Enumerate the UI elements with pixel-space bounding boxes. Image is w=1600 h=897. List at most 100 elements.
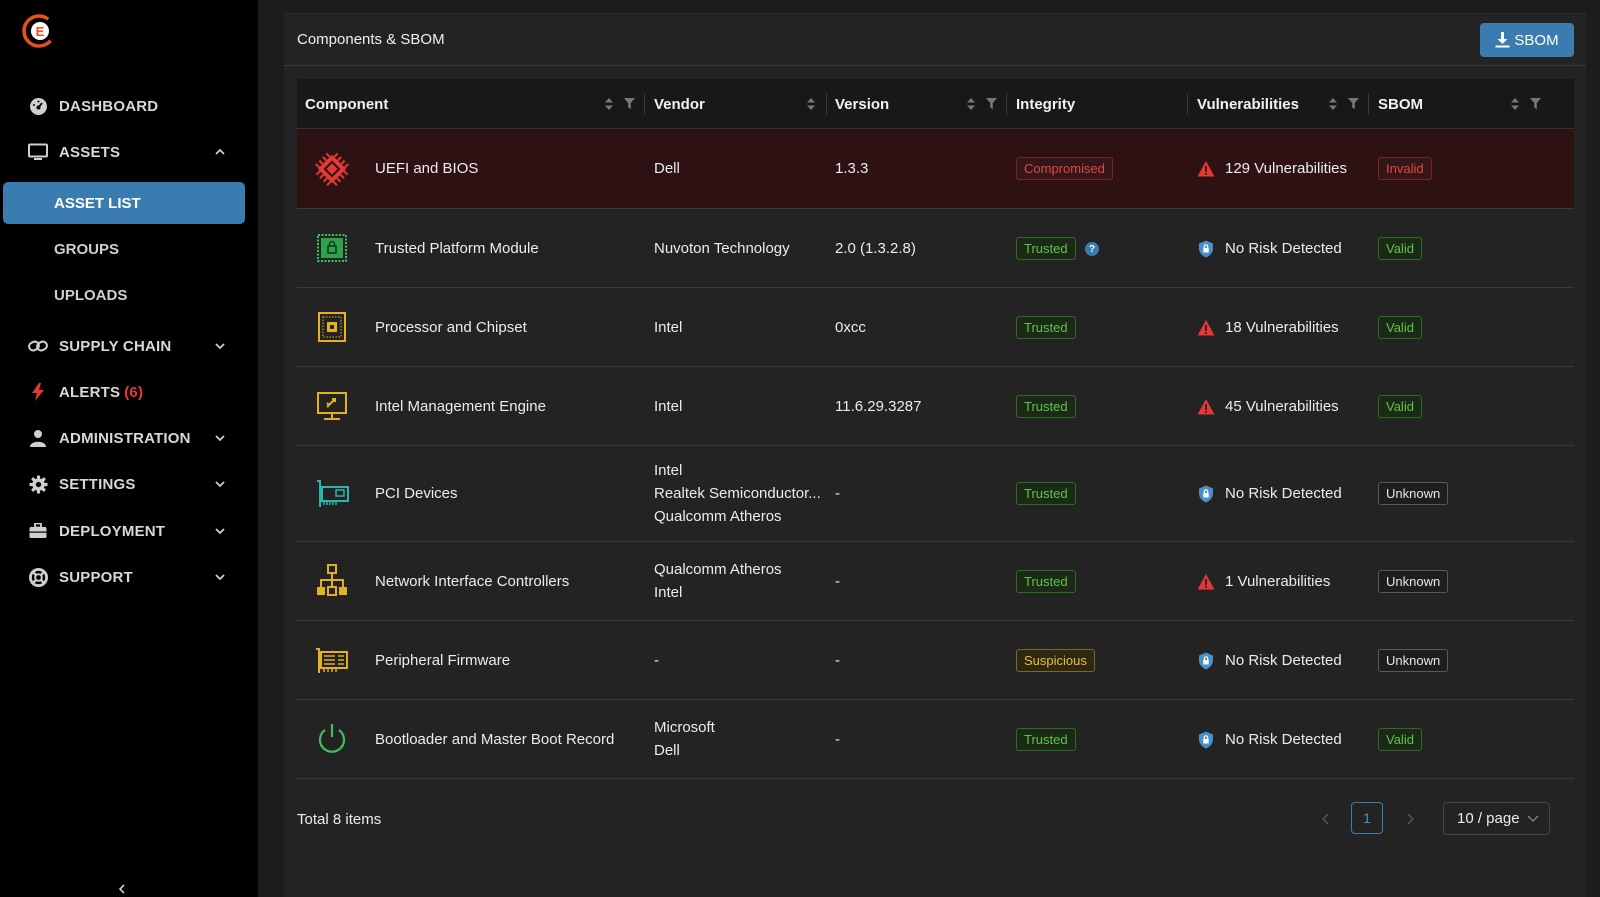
sort-icon[interactable] — [1510, 97, 1520, 111]
link-icon — [28, 336, 48, 356]
vendor-name: Dell — [654, 160, 680, 177]
chevron-down-icon[interactable] — [214, 525, 226, 537]
component-name[interactable]: Intel Management Engine — [375, 398, 546, 415]
sbom-badge: Unknown — [1378, 482, 1449, 505]
component-name[interactable]: PCI Devices — [375, 485, 458, 502]
collapse-sidebar-icon[interactable] — [117, 884, 127, 894]
processor-icon — [318, 312, 346, 342]
version-value: - — [835, 731, 840, 748]
nav-settings[interactable]: SETTINGS — [0, 464, 258, 504]
sort-icon[interactable] — [966, 97, 976, 111]
table-row[interactable]: Peripheral Firmware - - Suspicious No Ri… — [297, 621, 1574, 700]
nav-support-label: SUPPORT — [59, 568, 133, 586]
integrity-badge: Compromised — [1016, 157, 1113, 180]
header-sbom[interactable]: SBOM — [1378, 95, 1423, 113]
vendor-name: Intel — [654, 462, 683, 479]
alerts-text: ALERTS — [59, 383, 121, 401]
vulnerabilities-text[interactable]: 1 Vulnerabilities — [1225, 573, 1331, 590]
briefcase-icon — [28, 521, 48, 541]
nav-supply-chain[interactable]: SUPPLY CHAIN — [0, 326, 258, 366]
warning-icon — [1197, 320, 1215, 336]
sort-icon[interactable] — [806, 97, 816, 111]
vulnerabilities-text[interactable]: 45 Vulnerabilities — [1225, 398, 1339, 415]
nav-administration[interactable]: ADMINISTRATION — [0, 418, 258, 458]
vulnerabilities-text[interactable]: No Risk Detected — [1225, 240, 1342, 257]
shield-icon — [1199, 485, 1213, 503]
component-name[interactable]: Processor and Chipset — [375, 319, 527, 336]
shield-icon — [1199, 240, 1213, 258]
pagination-page-1[interactable]: 1 — [1351, 802, 1383, 834]
filter-icon[interactable] — [1348, 98, 1359, 109]
table-row[interactable]: Trusted Platform Module Nuvoton Technolo… — [297, 209, 1574, 288]
table-row[interactable]: Bootloader and Master Boot Record Micros… — [297, 700, 1574, 779]
table-row[interactable]: PCI Devices Intel Realtek Semiconductor.… — [297, 446, 1574, 542]
table-row[interactable]: Network Interface Controllers Qualcomm A… — [297, 542, 1574, 621]
component-name[interactable]: Peripheral Firmware — [375, 652, 511, 669]
version-value: 1.3.3 — [835, 160, 869, 177]
table-row[interactable]: Processor and Chipset Intel 0xcc Trusted… — [297, 288, 1574, 367]
sort-icon[interactable] — [1328, 97, 1338, 111]
component-name[interactable]: Bootloader and Master Boot Record — [375, 731, 615, 748]
vulnerabilities-text[interactable]: 18 Vulnerabilities — [1225, 319, 1339, 336]
column-separator — [644, 93, 645, 115]
component-name[interactable]: Trusted Platform Module — [375, 240, 539, 257]
filter-icon[interactable] — [624, 98, 635, 109]
nav-dashboard-label: DASHBOARD — [59, 97, 159, 115]
filter-icon[interactable] — [986, 98, 997, 109]
table-row[interactable]: UEFI and BIOS Dell 1.3.3 Compromised 129… — [297, 129, 1574, 209]
chevron-down-icon[interactable] — [214, 340, 226, 352]
warning-icon — [1197, 161, 1215, 177]
header-component[interactable]: Component — [305, 95, 389, 113]
alerts-count-badge: (6) — [124, 383, 144, 401]
sbom-badge: Valid — [1378, 316, 1422, 339]
filter-icon[interactable] — [1530, 98, 1541, 109]
header-integrity[interactable]: Integrity — [1016, 95, 1076, 113]
sbom-badge: Unknown — [1378, 649, 1449, 672]
nav-asset-list[interactable]: ASSET LIST — [3, 182, 245, 224]
svg-text:E: E — [36, 24, 45, 39]
column-separator — [826, 93, 827, 115]
table-row[interactable]: Intel Management Engine Intel 11.6.29.32… — [297, 367, 1574, 446]
page-size-select[interactable]: 10 / page — [1443, 802, 1550, 835]
vulnerabilities-text[interactable]: No Risk Detected — [1225, 652, 1342, 669]
chevron-left-icon[interactable] — [1319, 812, 1333, 826]
vendor-name: Microsoft — [654, 719, 715, 736]
chevron-down-icon[interactable] — [214, 571, 226, 583]
nav-uploads[interactable]: UPLOADS — [0, 275, 258, 315]
chevron-up-icon[interactable] — [214, 146, 226, 158]
chevron-right-icon[interactable] — [1403, 812, 1417, 826]
sbom-button-label: SBOM — [1514, 31, 1559, 49]
nav-alerts[interactable]: ALERTS (6) — [0, 372, 258, 412]
component-name[interactable]: UEFI and BIOS — [375, 160, 479, 177]
header-vulnerabilities[interactable]: Vulnerabilities — [1197, 95, 1299, 113]
component-name[interactable]: Network Interface Controllers — [375, 573, 570, 590]
sbom-badge: Valid — [1378, 728, 1422, 751]
vendor-name: Intel — [654, 319, 683, 336]
brand-logo-icon[interactable]: E — [22, 14, 56, 48]
nav-groups[interactable]: GROUPS — [0, 229, 258, 269]
download-sbom-button[interactable]: SBOM — [1480, 23, 1574, 57]
download-icon — [1495, 32, 1510, 48]
header-version[interactable]: Version — [835, 95, 890, 113]
header-vendor[interactable]: Vendor — [654, 95, 705, 113]
vulnerabilities-text[interactable]: No Risk Detected — [1225, 485, 1342, 502]
chevron-down-icon[interactable] — [214, 432, 226, 444]
vulnerabilities-text[interactable]: 129 Vulnerabilities — [1225, 160, 1348, 177]
integrity-badge: Trusted — [1016, 237, 1076, 260]
version-value: 0xcc — [835, 319, 866, 336]
nav-dashboard[interactable]: DASHBOARD — [0, 86, 258, 126]
nav-deployment[interactable]: DEPLOYMENT — [0, 511, 258, 551]
sort-icon[interactable] — [604, 97, 614, 111]
chevron-down-icon[interactable] — [214, 478, 226, 490]
integrity-badge: Trusted — [1016, 728, 1076, 751]
help-icon[interactable]: ? — [1085, 242, 1099, 256]
page-size-value: 10 / page — [1457, 810, 1520, 827]
version-value: - — [835, 573, 840, 590]
vulnerabilities-text[interactable]: No Risk Detected — [1225, 731, 1342, 748]
nav-assets[interactable]: ASSETS — [0, 132, 258, 172]
vendor-name: Intel — [654, 398, 683, 415]
vendor-name: Dell — [654, 742, 680, 759]
shield-icon — [1199, 731, 1213, 749]
nav-support[interactable]: SUPPORT — [0, 557, 258, 597]
